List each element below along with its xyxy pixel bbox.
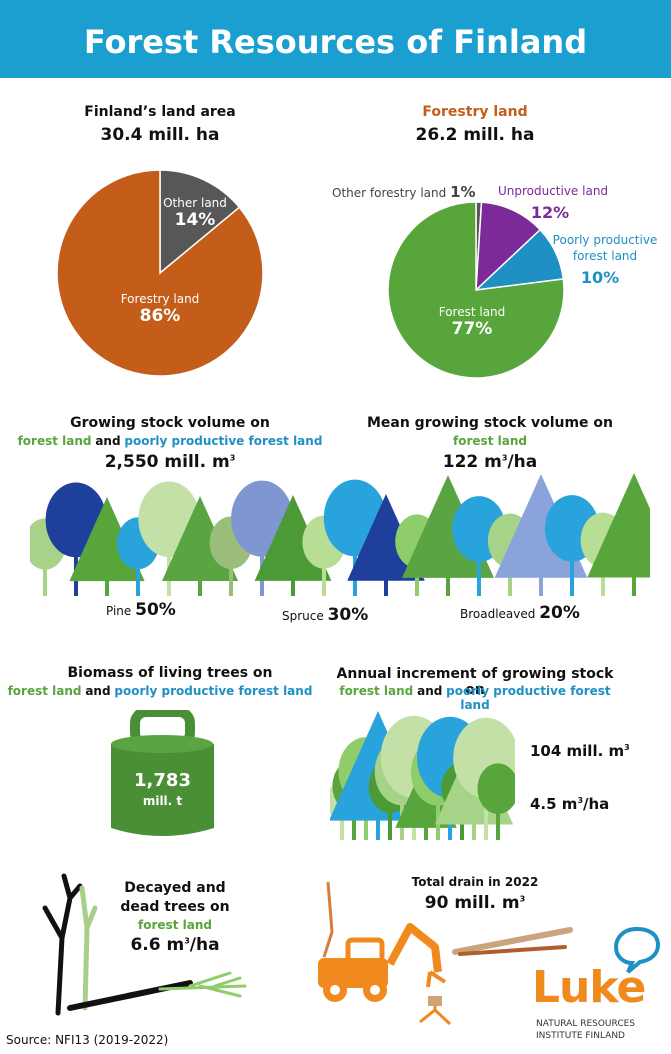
tree-trunk	[136, 567, 140, 596]
tree-trunk	[472, 803, 476, 840]
forest-land-slice-label: Forest land 77%	[438, 305, 506, 339]
poorly-productive-label: Poorly productive forest land	[552, 233, 658, 263]
luke-logo-line2: INSTITUTE FINLAND	[536, 1031, 625, 1041]
tree-trunk	[352, 810, 356, 840]
tree-trunk	[424, 811, 428, 840]
luke-logo-line1: NATURAL RESOURCES	[536, 1019, 636, 1029]
tree-trunk	[508, 566, 512, 596]
biomass-lands: forest land and poorly productive forest…	[7, 684, 313, 698]
broadleaved-label: Broadleaved 20%	[460, 603, 580, 623]
luke-logo-icon	[613, 926, 661, 974]
pie-slice-forest-land	[387, 201, 565, 379]
decayed-land: forest land	[138, 918, 212, 932]
tree-trunk	[601, 565, 605, 596]
tree-trunk	[388, 811, 392, 840]
biomass-unit: mill. t	[142, 794, 183, 808]
luke-logo-text: Luke	[532, 962, 646, 1013]
land-area-heading: Finland’s land area	[84, 104, 236, 120]
weight-icon	[111, 710, 214, 836]
pie-slice-forestry-land	[56, 169, 264, 377]
mean-stock-heading: Mean growing stock volume on	[366, 415, 614, 431]
tree-trunk	[105, 561, 109, 596]
land-area-total: 30.4 mill. ha	[100, 125, 220, 145]
mean-stock-land: forest land	[453, 434, 527, 448]
page-title: Forest Resources of Finland	[83, 23, 588, 61]
poorly-productive-pct: 10%	[580, 268, 620, 287]
tree-trunk	[340, 819, 344, 840]
tree-trunk	[460, 812, 464, 840]
increment-heading: Annual increment of growing stock on	[336, 666, 614, 698]
tree-trunk	[198, 561, 202, 596]
growing-stock-lands: forest land and poorly productive forest…	[17, 434, 323, 448]
growing-stock-value: 2,550 mill. m3	[104, 452, 236, 472]
unproductive-land-label: Unproductive land	[497, 184, 609, 198]
harvester-illustration	[318, 881, 573, 1026]
pie-slice-other-land	[159, 169, 241, 275]
other-forestry-land-label: Other forestry land 1%	[332, 183, 476, 201]
tree-trunk	[415, 566, 419, 596]
tree-trunk	[632, 552, 636, 596]
tree-trunk	[539, 553, 543, 596]
forestry-land-heading: Forestry land	[422, 104, 528, 120]
tree-trunk	[384, 560, 388, 596]
decayed-line2: dead trees on	[120, 899, 230, 915]
spruce-label: Spruce 30%	[282, 605, 369, 625]
pie-slice-unproductive-land	[475, 201, 542, 292]
land-area-pie	[56, 169, 264, 377]
tree-trunk	[477, 559, 481, 596]
increment-per-ha: 4.5 m3/ha	[530, 795, 610, 813]
spruce-tree-icon	[587, 473, 650, 578]
increment-forest-illustration	[330, 711, 515, 840]
tree-trunk	[229, 567, 233, 596]
dead-trees-icon	[42, 873, 247, 1016]
broadleaf-tree-icon	[477, 763, 515, 814]
tree-trunk	[484, 795, 488, 840]
drain-value: 90 mill. m3	[424, 893, 526, 913]
forestry-land-total: 26.2 mill. ha	[415, 125, 535, 145]
tree-trunk	[570, 559, 574, 596]
forest-illustration	[30, 473, 650, 596]
drain-heading: Total drain in 2022	[411, 875, 539, 889]
decayed-value: 6.6 m3/ha	[130, 935, 220, 955]
tree-trunk	[364, 802, 368, 840]
increment-lands: forest land and poorly productive forest…	[339, 684, 611, 712]
biomass-heading: Biomass of living trees on	[67, 665, 273, 681]
tree-trunk	[496, 812, 500, 840]
increment-total: 104 mill. m3	[530, 742, 630, 760]
pine-label: Pine 50%	[106, 600, 176, 620]
tree-trunk	[446, 553, 450, 596]
tree-trunk	[43, 568, 47, 596]
unproductive-land-pct: 12%	[530, 203, 570, 222]
source-note: Source: NFI13 (2019-2022)	[6, 1033, 169, 1047]
tree-trunk	[291, 560, 295, 596]
growing-stock-heading: Growing stock volume on	[70, 415, 270, 431]
forestry-land-pie	[387, 201, 565, 379]
forestry-land-slice-label: Forestry land 86%	[120, 292, 200, 326]
mean-stock-value: 122 m3/ha	[442, 452, 538, 472]
tree-trunk	[376, 794, 380, 840]
other-land-label: Other land 14%	[163, 196, 227, 230]
biomass-value: 1,783	[134, 770, 191, 791]
tree-trunk	[322, 566, 326, 596]
header-banner: Forest Resources of Finland	[0, 0, 671, 78]
decayed-line1: Decayed and	[124, 880, 226, 896]
